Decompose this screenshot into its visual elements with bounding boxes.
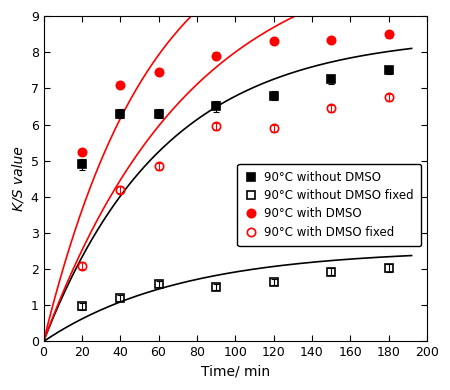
90°C with DMSO fixed	[271, 126, 276, 131]
90°C without DMSO	[117, 112, 123, 116]
90°C with DMSO fixed	[79, 263, 85, 268]
90°C with DMSO	[156, 70, 161, 74]
90°C without DMSO fixed	[117, 296, 123, 300]
90°C without DMSO fixed	[271, 280, 276, 284]
Y-axis label: K/S value: K/S value	[11, 146, 25, 211]
Line: 90°C with DMSO: 90°C with DMSO	[78, 30, 393, 156]
90°C without DMSO fixed	[79, 304, 85, 309]
90°C with DMSO	[328, 37, 334, 42]
90°C without DMSO	[386, 68, 391, 73]
90°C without DMSO	[213, 104, 219, 109]
90°C with DMSO	[79, 149, 85, 154]
90°C with DMSO fixed	[117, 187, 123, 192]
90°C without DMSO	[328, 77, 334, 82]
Line: 90°C without DMSO: 90°C without DMSO	[78, 66, 393, 168]
90°C with DMSO	[117, 82, 123, 87]
Line: 90°C without DMSO fixed: 90°C without DMSO fixed	[78, 264, 393, 310]
90°C with DMSO	[213, 53, 219, 58]
90°C with DMSO fixed	[213, 124, 219, 129]
Line: 90°C with DMSO fixed: 90°C with DMSO fixed	[78, 93, 393, 270]
90°C without DMSO fixed	[213, 285, 219, 290]
90°C with DMSO fixed	[156, 164, 161, 168]
X-axis label: Time/ min: Time/ min	[201, 365, 270, 379]
90°C with DMSO fixed	[328, 106, 334, 111]
90°C with DMSO	[386, 32, 391, 37]
90°C without DMSO	[156, 112, 161, 116]
90°C without DMSO fixed	[328, 269, 334, 274]
90°C with DMSO	[271, 39, 276, 44]
90°C without DMSO fixed	[156, 281, 161, 286]
90°C without DMSO	[271, 93, 276, 98]
90°C with DMSO fixed	[386, 95, 391, 100]
90°C without DMSO fixed	[386, 266, 391, 270]
Legend: 90°C without DMSO, 90°C without DMSO fixed, 90°C with DMSO, 90°C with DMSO fixed: 90°C without DMSO, 90°C without DMSO fix…	[237, 164, 421, 246]
90°C without DMSO	[79, 162, 85, 167]
